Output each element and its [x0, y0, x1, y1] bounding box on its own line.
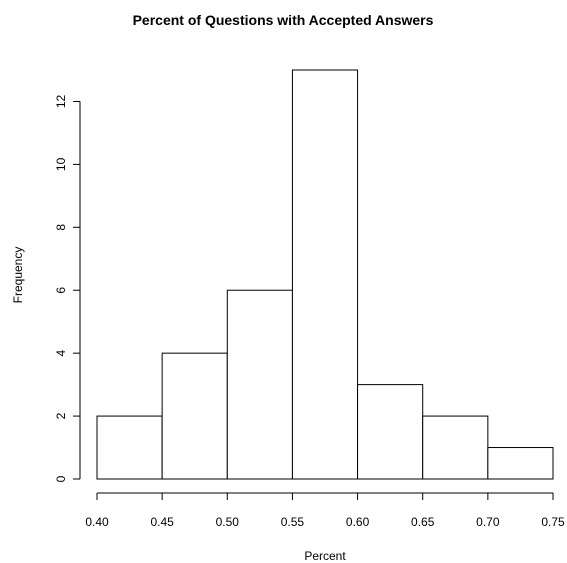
y-tick-label: 0: [54, 475, 68, 482]
histogram-bar: [161, 352, 228, 480]
x-tick-label: 0.50: [216, 515, 240, 529]
x-tick-label: 0.55: [281, 515, 305, 529]
y-tick-label: 10: [54, 157, 68, 171]
histogram-bar: [422, 415, 489, 480]
x-tick-label: 0.40: [85, 515, 109, 529]
chart-title: Percent of Questions with Accepted Answe…: [133, 12, 434, 28]
histogram-bar: [96, 415, 163, 480]
histogram-bar: [226, 289, 293, 480]
x-tick-label: 0.45: [150, 515, 174, 529]
x-tick-label: 0.75: [541, 515, 565, 529]
histogram-bar: [487, 447, 554, 480]
y-axis-label: Frequency: [11, 247, 25, 304]
y-tick-label: 4: [54, 349, 68, 356]
bar-group: [96, 69, 554, 480]
y-axis: 0 2 4 6 8 10 12: [54, 94, 81, 482]
y-tick-label: 6: [54, 287, 68, 294]
y-tick-label: 2: [54, 412, 68, 419]
histogram-bar: [291, 69, 359, 480]
x-tick-label: 0.65: [411, 515, 435, 529]
x-tick-label: 0.70: [476, 515, 500, 529]
y-tick-label: 12: [54, 94, 68, 108]
y-tick-label: 8: [54, 224, 68, 231]
x-tick-label: 0.60: [346, 515, 370, 529]
x-axis: 0.40 0.45 0.50 0.55 0.60 0.65 0.70 0.75: [85, 492, 565, 529]
x-axis-label: Percent: [304, 549, 346, 563]
histogram-bar: [357, 384, 424, 480]
